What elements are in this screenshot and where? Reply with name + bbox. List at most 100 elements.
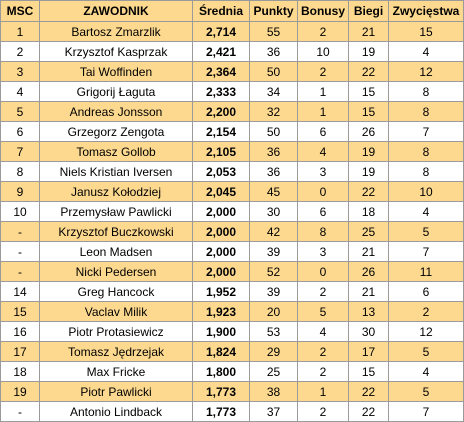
table-row: 9 Janusz Kołodziej 2,045 45 0 22 10 xyxy=(0,181,464,202)
cell-biegi: 30 xyxy=(348,321,389,342)
cell-zawodnik: Piotr Pawlicki xyxy=(39,381,193,402)
table-row: 7 Tomasz Gollob 2,105 36 4 19 8 xyxy=(0,141,464,162)
cell-bonusy: 2 xyxy=(297,21,349,42)
cell-bonusy: 4 xyxy=(297,321,349,342)
cell-zawodnik: Leon Madsen xyxy=(39,241,193,262)
cell-bonusy: 1 xyxy=(297,101,349,122)
cell-zawodnik: Andreas Jonsson xyxy=(39,101,193,122)
cell-bonusy: 0 xyxy=(297,181,349,202)
cell-bonusy: 1 xyxy=(297,81,349,102)
cell-msc: - xyxy=(0,241,40,262)
cell-msc: 3 xyxy=(0,61,40,82)
cell-srednia: 1,773 xyxy=(192,381,250,402)
cell-bonusy: 3 xyxy=(297,161,349,182)
table-row: 19 Piotr Pawlicki 1,773 38 1 22 5 xyxy=(0,381,464,402)
cell-msc: 16 xyxy=(0,321,40,342)
cell-biegi: 22 xyxy=(348,61,389,82)
cell-bonusy: 8 xyxy=(297,221,349,242)
cell-srednia: 2,364 xyxy=(192,61,250,82)
cell-zwyciestwa: 7 xyxy=(388,121,464,142)
cell-bonusy: 3 xyxy=(297,241,349,262)
header-zwyciestwa: Zwycięstwa xyxy=(388,0,464,22)
cell-zawodnik: Nicki Pedersen xyxy=(39,261,193,282)
cell-zwyciestwa: 8 xyxy=(388,161,464,182)
cell-punkty: 25 xyxy=(249,361,298,382)
cell-biegi: 22 xyxy=(348,381,389,402)
table-row: 2 Krzysztof Kasprzak 2,421 36 10 19 4 xyxy=(0,41,464,62)
table-row: 3 Tai Woffinden 2,364 50 2 22 12 xyxy=(0,61,464,82)
cell-zwyciestwa: 2 xyxy=(388,301,464,322)
cell-zawodnik: Vaclav Milik xyxy=(39,301,193,322)
cell-srednia: 2,333 xyxy=(192,81,250,102)
header-srednia: Średnia xyxy=(192,0,250,22)
cell-biegi: 26 xyxy=(348,261,389,282)
cell-biegi: 19 xyxy=(348,161,389,182)
cell-zwyciestwa: 12 xyxy=(388,321,464,342)
cell-msc: 5 xyxy=(0,101,40,122)
table-row: 6 Grzegorz Zengota 2,154 50 6 26 7 xyxy=(0,121,464,142)
cell-zawodnik: Max Fricke xyxy=(39,361,193,382)
cell-bonusy: 6 xyxy=(297,121,349,142)
cell-srednia: 2,105 xyxy=(192,141,250,162)
cell-msc: 18 xyxy=(0,361,40,382)
cell-srednia: 2,421 xyxy=(192,41,250,62)
cell-msc: 19 xyxy=(0,381,40,402)
cell-punkty: 20 xyxy=(249,301,298,322)
table-row: 14 Greg Hancock 1,952 39 2 21 6 xyxy=(0,281,464,302)
cell-srednia: 2,000 xyxy=(192,261,250,282)
cell-zwyciestwa: 4 xyxy=(388,41,464,62)
cell-biegi: 17 xyxy=(348,341,389,362)
header-punkty: Punkty xyxy=(249,0,298,22)
cell-srednia: 2,200 xyxy=(192,101,250,122)
cell-biegi: 15 xyxy=(348,361,389,382)
cell-zwyciestwa: 15 xyxy=(388,21,464,42)
cell-punkty: 50 xyxy=(249,61,298,82)
cell-zwyciestwa: 7 xyxy=(388,241,464,262)
cell-punkty: 53 xyxy=(249,321,298,342)
cell-msc: 1 xyxy=(0,21,40,42)
header-row: MSC ZAWODNIK Średnia Punkty Bonusy Biegi… xyxy=(0,0,464,22)
cell-punkty: 39 xyxy=(249,281,298,302)
cell-srednia: 2,000 xyxy=(192,241,250,262)
cell-zawodnik: Grigorij Łaguta xyxy=(39,81,193,102)
cell-zawodnik: Tai Woffinden xyxy=(39,61,193,82)
cell-zwyciestwa: 5 xyxy=(388,381,464,402)
table-row: 17 Tomasz Jędrzejak 1,824 29 2 17 5 xyxy=(0,341,464,362)
cell-biegi: 13 xyxy=(348,301,389,322)
cell-punkty: 36 xyxy=(249,41,298,62)
cell-msc: 14 xyxy=(0,281,40,302)
cell-msc: 4 xyxy=(0,81,40,102)
cell-zwyciestwa: 10 xyxy=(388,181,464,202)
table-row: - Antonio Lindback 1,773 37 2 22 7 xyxy=(0,401,464,422)
cell-punkty: 45 xyxy=(249,181,298,202)
cell-biegi: 21 xyxy=(348,281,389,302)
cell-zwyciestwa: 8 xyxy=(388,141,464,162)
cell-zawodnik: Piotr Protasiewicz xyxy=(39,321,193,342)
cell-biegi: 21 xyxy=(348,21,389,42)
table-row: 15 Vaclav Milik 1,923 20 5 13 2 xyxy=(0,301,464,322)
table-row: - Leon Madsen 2,000 39 3 21 7 xyxy=(0,241,464,262)
cell-zwyciestwa: 4 xyxy=(388,361,464,382)
cell-msc: 17 xyxy=(0,341,40,362)
cell-zwyciestwa: 4 xyxy=(388,201,464,222)
header-bonusy: Bonusy xyxy=(297,0,349,22)
cell-punkty: 52 xyxy=(249,261,298,282)
cell-punkty: 30 xyxy=(249,201,298,222)
cell-zawodnik: Grzegorz Zengota xyxy=(39,121,193,142)
cell-srednia: 1,900 xyxy=(192,321,250,342)
cell-bonusy: 2 xyxy=(297,361,349,382)
cell-zwyciestwa: 11 xyxy=(388,261,464,282)
cell-srednia: 2,053 xyxy=(192,161,250,182)
cell-srednia: 1,952 xyxy=(192,281,250,302)
cell-bonusy: 2 xyxy=(297,61,349,82)
table-row: 16 Piotr Protasiewicz 1,900 53 4 30 12 xyxy=(0,321,464,342)
cell-bonusy: 6 xyxy=(297,201,349,222)
cell-zwyciestwa: 6 xyxy=(388,281,464,302)
cell-msc: 6 xyxy=(0,121,40,142)
cell-biegi: 18 xyxy=(348,201,389,222)
cell-srednia: 1,773 xyxy=(192,401,250,422)
cell-zawodnik: Niels Kristian Iversen xyxy=(39,161,193,182)
cell-bonusy: 5 xyxy=(297,301,349,322)
cell-biegi: 15 xyxy=(348,81,389,102)
table-row: - Nicki Pedersen 2,000 52 0 26 11 xyxy=(0,261,464,282)
